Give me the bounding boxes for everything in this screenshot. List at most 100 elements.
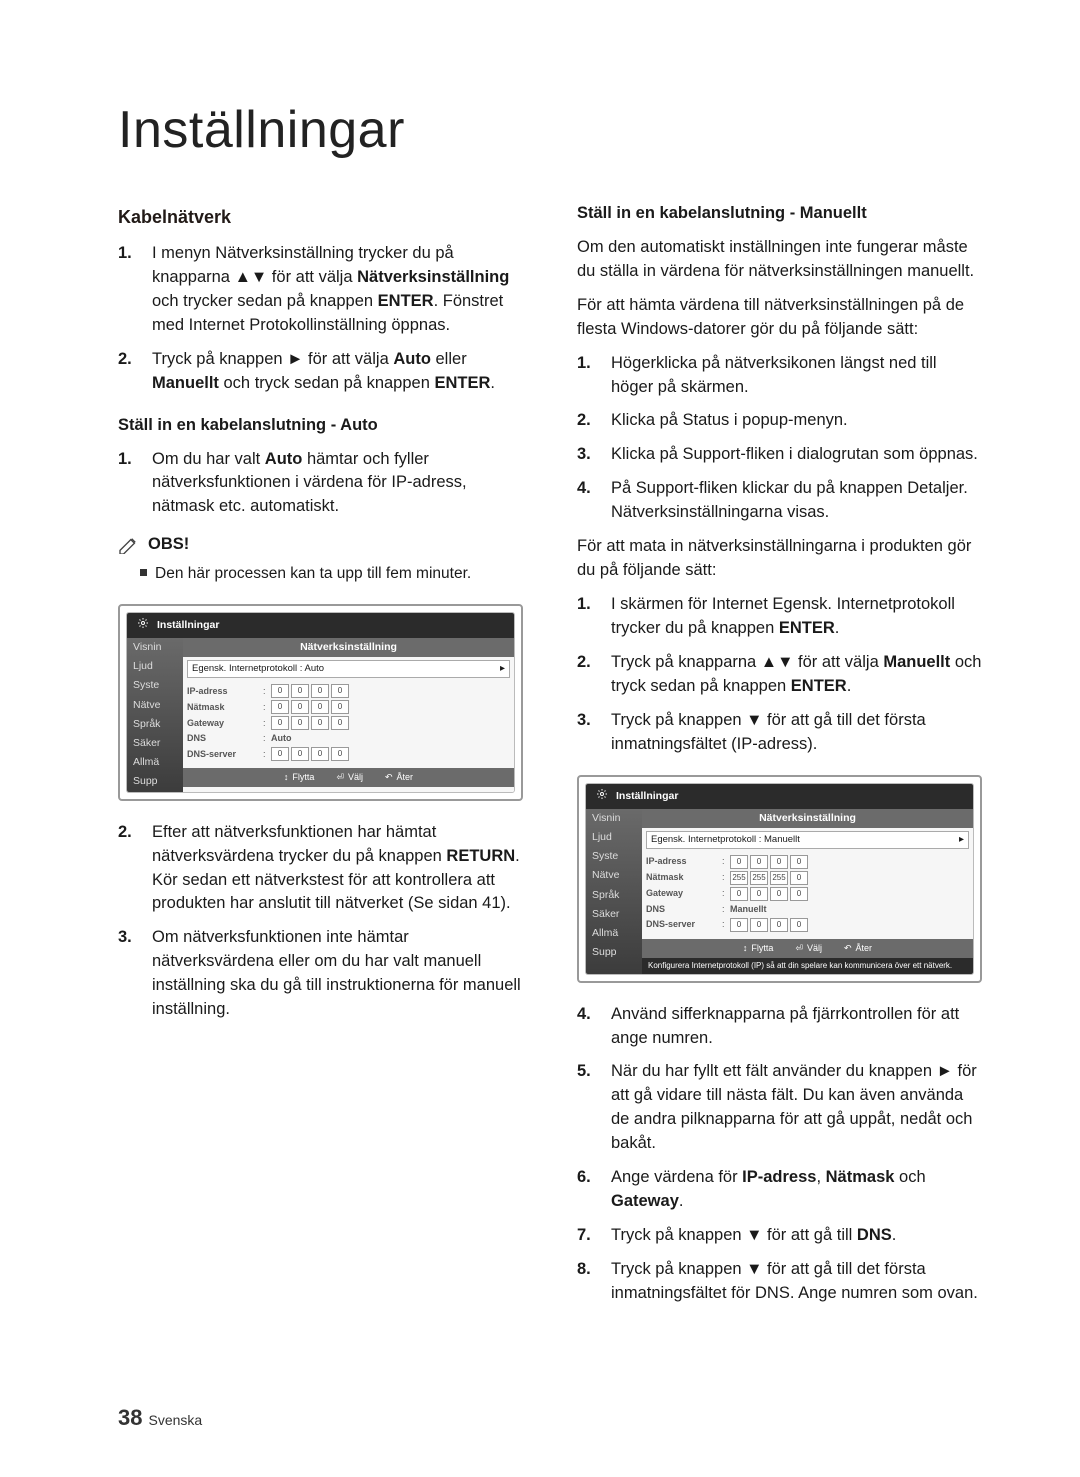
octet-input[interactable]: 0	[770, 918, 788, 932]
ui-header: Inställningar	[586, 784, 973, 809]
sidebar-item[interactable]: Allmä	[127, 753, 183, 772]
list-text: Om nätverksfunktionen inte hämtar nätver…	[152, 926, 523, 1022]
octet-input[interactable]: 0	[790, 855, 808, 869]
octet-input[interactable]: 255	[770, 871, 788, 885]
list-text: Om du har valt Auto hämtar och fyller nä…	[152, 448, 523, 520]
octet-input[interactable]: 0	[311, 684, 329, 698]
octet-input[interactable]: 0	[790, 918, 808, 932]
footer-move: ↕ Flytta	[284, 771, 315, 784]
field-label: DNS	[646, 903, 722, 916]
ui-sidebar: Visnin Ljud Syste Nätve Språk Säker Allm…	[586, 809, 642, 974]
list-item: 6.Ange värdena för IP-adress, Nätmask oc…	[577, 1166, 982, 1214]
gear-icon	[596, 788, 608, 805]
octet-input[interactable]: 0	[331, 684, 349, 698]
octet-input[interactable]: 0	[750, 855, 768, 869]
list-item: 3.Klicka på Support-fliken i dialogrutan…	[577, 443, 982, 467]
sidebar-item[interactable]: Säker	[127, 734, 183, 753]
field-label: Nätmask	[187, 701, 263, 714]
field-label: IP-adress	[646, 855, 722, 868]
paragraph: Om den automatiskt inställningen inte fu…	[577, 236, 982, 284]
ui-mode-select[interactable]: Egensk. Internetprotokoll : Manuellt ▸	[646, 831, 969, 849]
octet-input[interactable]: 0	[331, 700, 349, 714]
list-number: 2.	[118, 821, 138, 917]
sidebar-item[interactable]: Ljud	[586, 828, 642, 847]
sidebar-item[interactable]: Säker	[586, 905, 642, 924]
field-label: Gateway	[187, 717, 263, 730]
ordered-list-auto: 1. Om du har valt Auto hämtar och fyller…	[118, 448, 523, 520]
octet-input[interactable]: 0	[291, 747, 309, 761]
octet-input[interactable]: 0	[750, 918, 768, 932]
octet-input[interactable]: 0	[730, 887, 748, 901]
footer-back: ↶ Åter	[385, 771, 413, 784]
list-item: 5.När du har fyllt ett fält använder du …	[577, 1060, 982, 1156]
sidebar-item[interactable]: Visnin	[586, 809, 642, 828]
footer-select: ⏎ Välj	[336, 771, 363, 784]
sidebar-item[interactable]: Supp	[127, 772, 183, 791]
ui-app-title: Inställningar	[157, 618, 219, 633]
list-item: 2.Klicka på Status i popup-menyn.	[577, 409, 982, 433]
octet-input[interactable]: 0	[311, 700, 329, 714]
sidebar-item[interactable]: Nätve	[127, 696, 183, 715]
ui-screenshot-manual: Inställningar Visnin Ljud Syste Nätve Sp…	[577, 775, 982, 983]
list-item: 2. Efter att nätverksfunktionen har hämt…	[118, 821, 523, 917]
sidebar-item[interactable]: Supp	[586, 943, 642, 962]
field-label: DNS-server	[187, 748, 263, 761]
ordered-list-a: 1.Högerklicka på nätverksikonen längst n…	[577, 352, 982, 526]
list-item: 1.Högerklicka på nätverksikonen längst n…	[577, 352, 982, 400]
sidebar-item[interactable]: Ljud	[127, 657, 183, 676]
octet-input[interactable]: 0	[311, 747, 329, 761]
page-footer: 38Svenska	[118, 1405, 202, 1431]
sidebar-item[interactable]: Syste	[127, 676, 183, 695]
field-value: Manuellt	[730, 903, 767, 916]
octet-input[interactable]: 0	[730, 855, 748, 869]
octet-input[interactable]: 0	[311, 716, 329, 730]
paragraph: För att mata in nätverksinställningarna …	[577, 535, 982, 583]
octet-input[interactable]: 255	[730, 871, 748, 885]
sub-title-manual: Ställ in en kabelanslutning - Manuellt	[577, 202, 982, 226]
ui-mode-select[interactable]: Egensk. Internetprotokoll : Auto ▸	[187, 660, 510, 678]
note-icon	[118, 536, 140, 554]
list-item: 4.På Support-fliken klickar du på knappe…	[577, 477, 982, 525]
octet-input[interactable]: 0	[331, 716, 349, 730]
sidebar-item[interactable]: Språk	[127, 715, 183, 734]
list-text: Tryck på knappen ► för att välja Auto el…	[152, 348, 523, 396]
octet-input[interactable]: 0	[271, 716, 289, 730]
octet-input[interactable]: 0	[271, 700, 289, 714]
list-item: 2. Tryck på knappen ► för att välja Auto…	[118, 348, 523, 396]
ui-mode-label: Egensk. Internetprotokoll : Auto	[192, 662, 324, 676]
page-title: Inställningar	[118, 100, 982, 160]
octet-input[interactable]: 0	[291, 684, 309, 698]
sidebar-item[interactable]: Visnin	[127, 638, 183, 657]
obs-note: Den här processen kan ta upp till fem mi…	[140, 563, 523, 585]
obs-row: OBS!	[118, 533, 523, 557]
octet-input[interactable]: 0	[770, 887, 788, 901]
octet-input[interactable]: 0	[271, 747, 289, 761]
obs-note-text: Den här processen kan ta upp till fem mi…	[155, 563, 471, 585]
list-item: 2.Tryck på knapparna ▲▼ för att välja Ma…	[577, 651, 982, 699]
sidebar-item[interactable]: Syste	[586, 847, 642, 866]
octet-input[interactable]: 0	[331, 747, 349, 761]
ordered-list-bottom: 2. Efter att nätverksfunktionen har hämt…	[118, 821, 523, 1022]
gear-icon	[137, 617, 149, 634]
list-number: 2.	[118, 348, 138, 396]
octet-input[interactable]: 0	[790, 887, 808, 901]
sidebar-item[interactable]: Allmä	[586, 924, 642, 943]
ui-footer: ↕ Flytta ⏎ Välj ↶ Åter	[642, 939, 973, 958]
octet-input[interactable]: 0	[730, 918, 748, 932]
ui-panel-title: Nätverksinställning	[183, 638, 514, 657]
octet-input[interactable]: 0	[291, 716, 309, 730]
octet-input[interactable]: 0	[271, 684, 289, 698]
octet-input[interactable]: 0	[790, 871, 808, 885]
section-title-left: Kabelnätverk	[118, 204, 523, 230]
sidebar-item[interactable]: Språk	[586, 886, 642, 905]
octet-input[interactable]: 0	[770, 855, 788, 869]
page-number: 38	[118, 1405, 142, 1430]
sidebar-item[interactable]: Nätve	[586, 866, 642, 885]
bullet-icon	[140, 569, 147, 576]
ordered-list-c: 4.Använd sifferknapparna på fjärrkontrol…	[577, 1003, 982, 1306]
octet-input[interactable]: 0	[750, 887, 768, 901]
octet-input[interactable]: 0	[291, 700, 309, 714]
left-column: Kabelnätverk 1. I menyn Nätverksinställn…	[118, 202, 523, 1316]
list-item: 3. Om nätverksfunktionen inte hämtar nät…	[118, 926, 523, 1022]
octet-input[interactable]: 255	[750, 871, 768, 885]
